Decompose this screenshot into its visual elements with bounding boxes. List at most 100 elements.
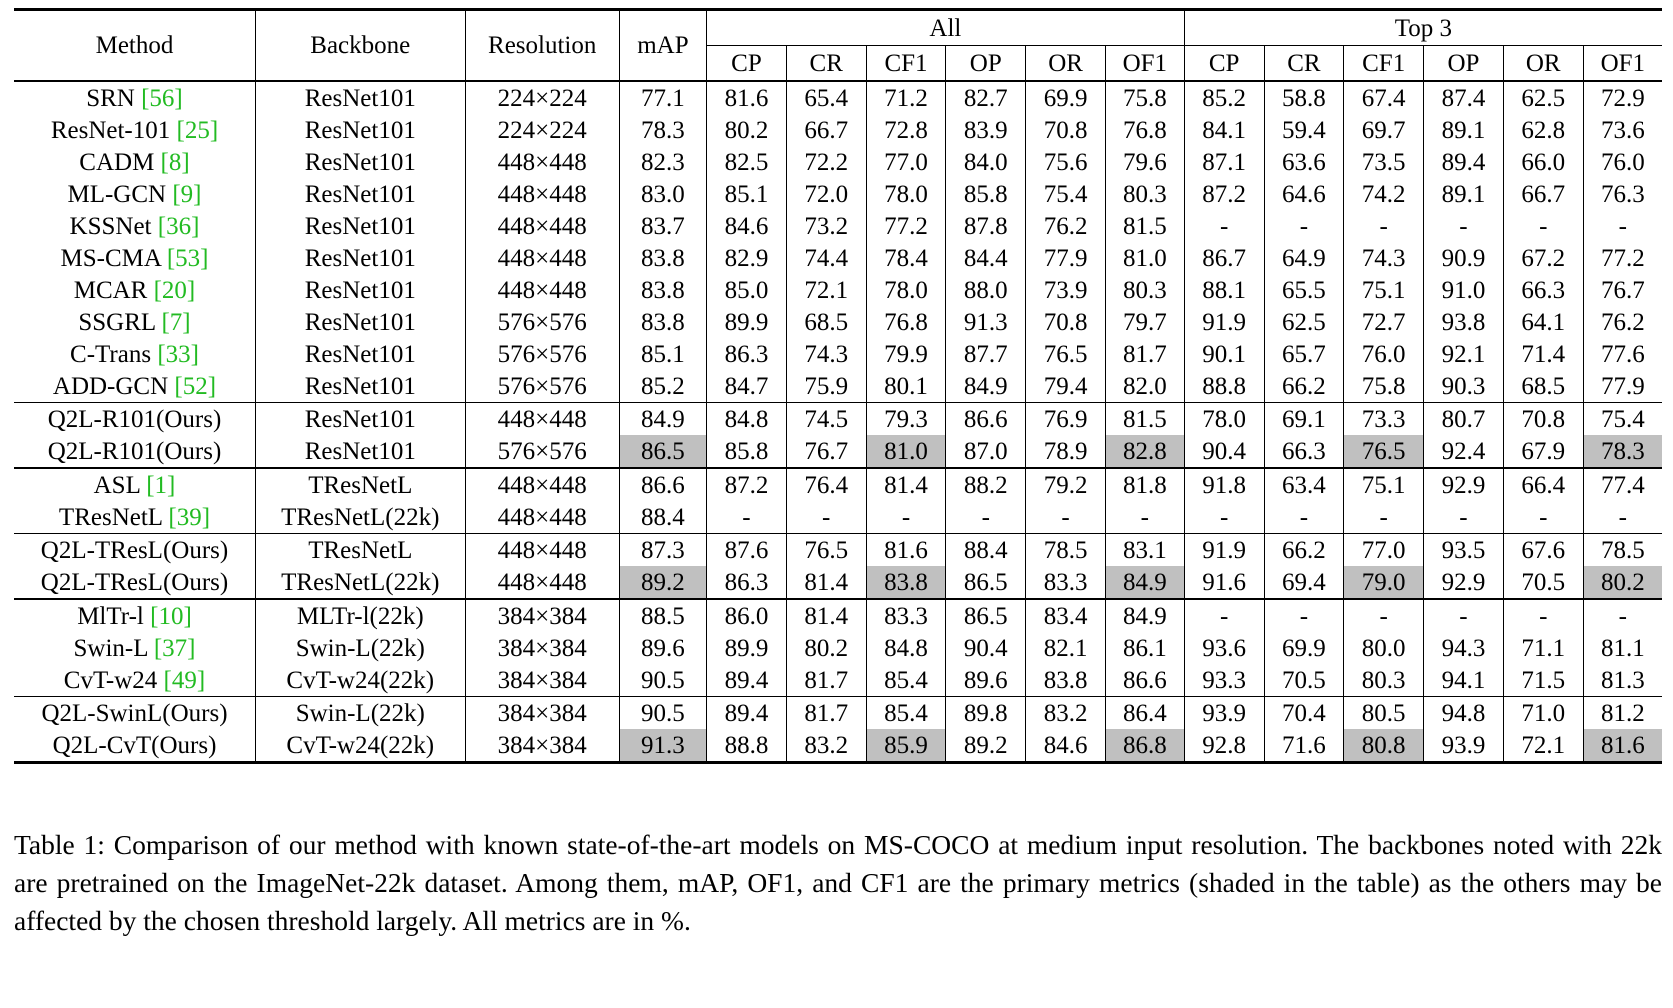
metric-value-cell: 89.8 <box>945 696 1027 729</box>
citation-link[interactable]: [56] <box>141 84 183 112</box>
metric-value-cell: 86.5 <box>945 598 1027 632</box>
metric-value-cell: 81.0 <box>866 435 947 468</box>
metric-value-cell: 82.1 <box>1025 632 1106 664</box>
metric-value-cell: 71.4 <box>1503 338 1584 370</box>
metric-value-cell: 88.4 <box>945 533 1027 566</box>
table-row: Swin-L [37] Swin-L(22k) 384×384 89.6 89.9 80.… <box>14 632 1662 664</box>
metric-value-cell: 88.8 <box>706 729 787 763</box>
metric-value-cell: 94.8 <box>1423 696 1504 729</box>
metric-value-cell: 84.6 <box>1025 729 1106 763</box>
metric-value-cell: 86.6 <box>945 402 1027 435</box>
metric-value-cell: 76.0 <box>1343 338 1425 370</box>
method-name: ResNet-101 <box>50 116 177 144</box>
metric-value-cell: 89.9 <box>706 306 787 338</box>
citation-link[interactable]: [52] <box>174 372 217 400</box>
metric-value-cell: 93.8 <box>1423 306 1504 338</box>
metric-value-cell: 87.2 <box>1184 178 1265 210</box>
metric-value-cell: 81.6 <box>706 81 787 114</box>
metric-value-cell: 72.2 <box>786 146 867 178</box>
backbone-cell: CvT-w24(22k) <box>255 664 466 697</box>
citation-link[interactable]: [20] <box>153 276 196 304</box>
metric-value-cell: 85.8 <box>945 178 1027 210</box>
metric-value-cell: 69.7 <box>1343 114 1425 146</box>
table-row: SRN [56] ResNet101 224×224 77.1 81.6 65.4 71.2… <box>14 81 1662 114</box>
metric-value-cell: 75.4 <box>1583 402 1662 435</box>
results-table-container: Method Backbone Resolution mAP All Top 3… <box>14 8 1662 764</box>
method-name: Q2L-TResL(Ours) <box>40 568 229 596</box>
map-value-cell: 78.3 <box>619 114 708 146</box>
metric-value-cell: 84.0 <box>945 146 1027 178</box>
metric-value-cell: - <box>1264 598 1345 632</box>
metric-value-cell: 71.1 <box>1503 632 1584 664</box>
metric-value-cell: 81.7 <box>786 664 867 697</box>
header-resolution: Resolution <box>465 9 620 82</box>
metric-value-cell: 89.4 <box>706 696 787 729</box>
method-cell: Swin-L [37] <box>14 632 256 664</box>
metric-value-cell: 83.8 <box>866 566 947 599</box>
header-top3: Top 3 <box>1184 9 1662 46</box>
metric-value-cell: 81.7 <box>1105 338 1185 370</box>
method-name: SSGRL <box>78 308 162 336</box>
header-map: mAP <box>619 9 708 82</box>
metric-value-cell: 77.9 <box>1600 372 1645 400</box>
map-value-cell: 77.1 <box>619 81 708 114</box>
metric-value-cell: 66.0 <box>1503 146 1584 178</box>
metric-value-cell: 65.7 <box>1264 338 1345 370</box>
citation-link[interactable]: [25] <box>176 116 219 144</box>
citation-link[interactable]: [37] <box>153 634 196 662</box>
metric-value-cell: 92.1 <box>1423 338 1504 370</box>
resolution-cell: 384×384 <box>465 632 620 664</box>
backbone-cell: ResNet101 <box>255 210 466 242</box>
citation-link[interactable]: [33] <box>157 340 199 368</box>
citation-link[interactable]: [10] <box>150 602 192 630</box>
citation-link[interactable]: [1] <box>146 471 176 499</box>
metric-value-cell: 92.8 <box>1184 729 1265 763</box>
metric-value-cell: 81.6 <box>866 533 947 566</box>
table-caption: Table 1: Comparison of our method with k… <box>14 829 1662 936</box>
metric-value-cell: 86.3 <box>706 338 787 370</box>
metric-value-cell: 91.8 <box>1184 467 1265 501</box>
backbone-cell: TResNetL <box>255 467 466 501</box>
citation-link[interactable]: [9] <box>172 180 202 208</box>
metric-value-cell: 69.4 <box>1264 566 1345 599</box>
metric-value-cell: 76.5 <box>1343 435 1425 468</box>
metric-value-cell: 72.0 <box>786 178 867 210</box>
method-name: CADM <box>79 148 161 176</box>
metric-value-cell: 83.2 <box>1025 696 1106 729</box>
metric-value-cell: 88.2 <box>945 467 1027 501</box>
backbone-cell: ResNet101 <box>255 338 466 370</box>
citation-link[interactable]: [53] <box>166 244 209 272</box>
metric-value-cell: - <box>1423 501 1504 534</box>
metric-value-cell: 85.8 <box>706 435 787 468</box>
citation-link[interactable]: [8] <box>160 148 190 176</box>
citation-link[interactable]: [7] <box>161 308 191 336</box>
metric-value-cell: 81.6 <box>1583 729 1662 763</box>
metric-value-cell: 86.1 <box>1105 632 1185 664</box>
resolution-cell: 448×448 <box>465 274 620 306</box>
metric-value-cell: - <box>1503 501 1584 534</box>
metric-value-cell: 75.8 <box>1105 81 1185 114</box>
metric-value-cell: - <box>1264 501 1345 534</box>
metric-value-cell: 89.1 <box>1423 178 1504 210</box>
method-name: ML-GCN <box>67 180 173 208</box>
metric-value-cell: 80.7 <box>1423 402 1504 435</box>
map-value-cell: 89.6 <box>619 632 708 664</box>
method-name: Q2L-R101(Ours) <box>47 405 222 433</box>
citation-link[interactable]: [49] <box>163 666 206 694</box>
map-value-cell: 83.7 <box>619 210 708 242</box>
citation-link[interactable]: [36] <box>157 212 200 240</box>
metric-value-cell: - <box>1343 598 1425 632</box>
resolution-cell: 576×576 <box>465 306 620 338</box>
method-cell: KSSNet [36] <box>14 210 256 242</box>
metric-value-cell: 81.7 <box>786 696 867 729</box>
metric-value-cell: 92.9 <box>1423 467 1504 501</box>
metric-value-cell: 76.8 <box>866 306 947 338</box>
backbone-cell: ResNet101 <box>255 435 466 468</box>
metric-value-cell: 78.4 <box>866 242 947 274</box>
metric-value-cell: - <box>706 501 787 534</box>
metric-value-cell: 77.0 <box>866 146 947 178</box>
metric-value-cell: 71.6 <box>1264 729 1345 763</box>
metric-value-cell: - <box>1184 210 1265 242</box>
citation-link[interactable]: [39] <box>168 503 211 531</box>
backbone-cell: ResNet101 <box>255 402 466 435</box>
